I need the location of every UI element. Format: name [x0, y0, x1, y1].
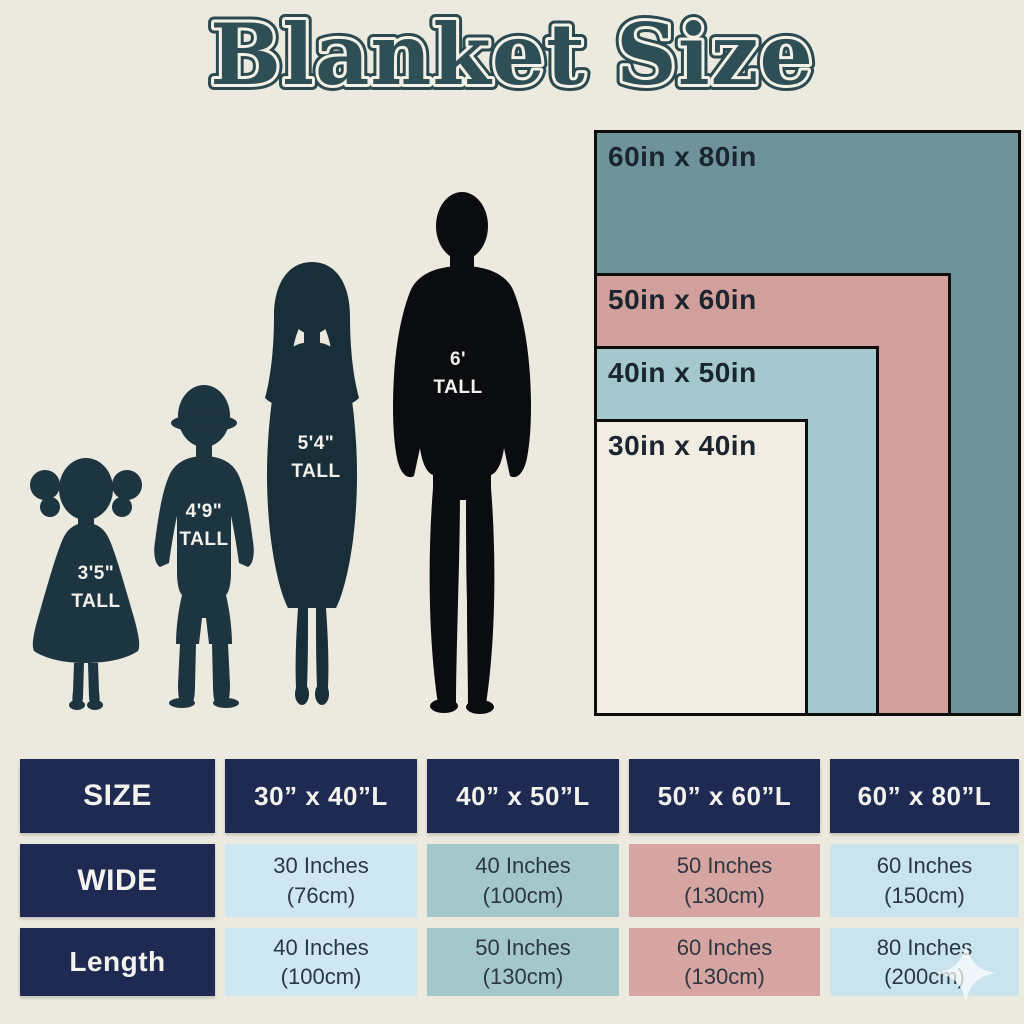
- table-rowlabel-length: Length: [20, 928, 215, 996]
- boy-height-value: 4'9": [185, 501, 223, 522]
- table-header-40x50-text: 40” x 50”L: [456, 780, 590, 811]
- table-cell-length-40x50: 50 Inches (130cm): [427, 928, 619, 996]
- woman-tall-text: TALL: [291, 460, 341, 482]
- length-50-cm: (130cm): [684, 964, 765, 989]
- man-silhouette: [393, 192, 531, 714]
- wide-60-cm: (150cm): [884, 882, 965, 908]
- page-title-text: Blanket Size: [210, 5, 814, 104]
- woman-silhouette: [265, 262, 359, 705]
- table-cell-wide-50x60: 50 Inches (130cm): [629, 844, 820, 917]
- girl-height-value: 3'5": [77, 563, 115, 584]
- page-title-outline: Blanket Size: [210, 5, 814, 104]
- table-header-30x40: 30” x 40”L: [225, 759, 417, 833]
- wide-50-cm: (130cm): [684, 882, 765, 908]
- blanket-rect-30x40: 30in x 40in: [594, 419, 808, 716]
- length-30-cm: (100cm): [280, 964, 362, 989]
- wide-30-inches: 30 Inches: [273, 853, 369, 879]
- table-corner-size-text: SIZE: [83, 779, 152, 812]
- table-rowlabel-length-text: Length: [69, 946, 166, 977]
- boy-height-label: 4'9" TALL: [144, 498, 264, 553]
- blanket-rect-30x40-label: 30in x 40in: [608, 430, 757, 461]
- woman-height-value: 5'4": [297, 433, 335, 454]
- sparkle-icon: [935, 942, 997, 1004]
- blanket-rect-40x50-label: 40in x 50in: [608, 357, 757, 388]
- blanket-rect-60x80-label: 60in x 80in: [608, 141, 757, 172]
- man-height-value: 6': [449, 349, 467, 370]
- girl-silhouette: [30, 458, 142, 710]
- boy-silhouette: [154, 385, 254, 708]
- table-header-60x80: 60” x 80”L: [830, 759, 1019, 833]
- girl-height-label: 3'5" TALL: [36, 560, 156, 615]
- size-table: SIZE 30” x 40”L 40” x 50”L 50” x 60”L 60…: [20, 759, 1019, 996]
- table-cell-wide-60x80: 60 Inches (150cm): [830, 844, 1019, 917]
- table-header-30x40-text: 30” x 40”L: [254, 780, 388, 811]
- table-header-50x60-text: 50” x 60”L: [657, 780, 792, 811]
- table-rowlabel-wide-text: WIDE: [77, 863, 158, 897]
- table-cell-length-60x80: 80 Inches (200cm): [830, 928, 1019, 996]
- table-header-50x60: 50” x 60”L: [629, 759, 820, 833]
- table-header-40x50: 40” x 50”L: [427, 759, 619, 833]
- table-cell-length-30x40: 40 Inches (100cm): [225, 928, 417, 996]
- table-header-60x80-text: 60” x 80”L: [857, 780, 992, 811]
- table-cell-wide-40x50: 40 Inches (100cm): [427, 844, 619, 917]
- woman-height-label: 5'4" TALL: [256, 430, 376, 485]
- wide-50-inches: 50 Inches: [676, 853, 773, 879]
- table-rowlabel-wide: WIDE: [20, 844, 215, 917]
- wide-40-cm: (100cm): [482, 882, 564, 908]
- wide-40-inches: 40 Inches: [475, 853, 571, 879]
- blanket-rect-50x60-label: 50in x 60in: [608, 284, 757, 315]
- wide-60-inches: 60 Inches: [876, 853, 973, 879]
- length-40-cm: (130cm): [482, 964, 564, 989]
- table-cell-wide-30x40: 30 Inches (76cm): [225, 844, 417, 917]
- wide-30-cm: (76cm): [286, 882, 356, 908]
- man-height-label: 6' TALL: [398, 346, 518, 401]
- table-cell-length-50x60: 60 Inches (130cm): [629, 928, 820, 996]
- page-title: Blanket Size Blanket Size: [204, 0, 819, 110]
- length-30-inches: 40 Inches: [273, 934, 369, 960]
- table-corner-size: SIZE: [20, 759, 215, 833]
- length-40-inches: 50 Inches: [475, 934, 571, 960]
- boy-tall-text: TALL: [179, 528, 229, 550]
- man-tall-text: TALL: [433, 376, 483, 398]
- girl-tall-text: TALL: [71, 590, 121, 612]
- length-50-inches: 60 Inches: [676, 934, 773, 960]
- length-80-inches: 80 Inches: [876, 934, 973, 960]
